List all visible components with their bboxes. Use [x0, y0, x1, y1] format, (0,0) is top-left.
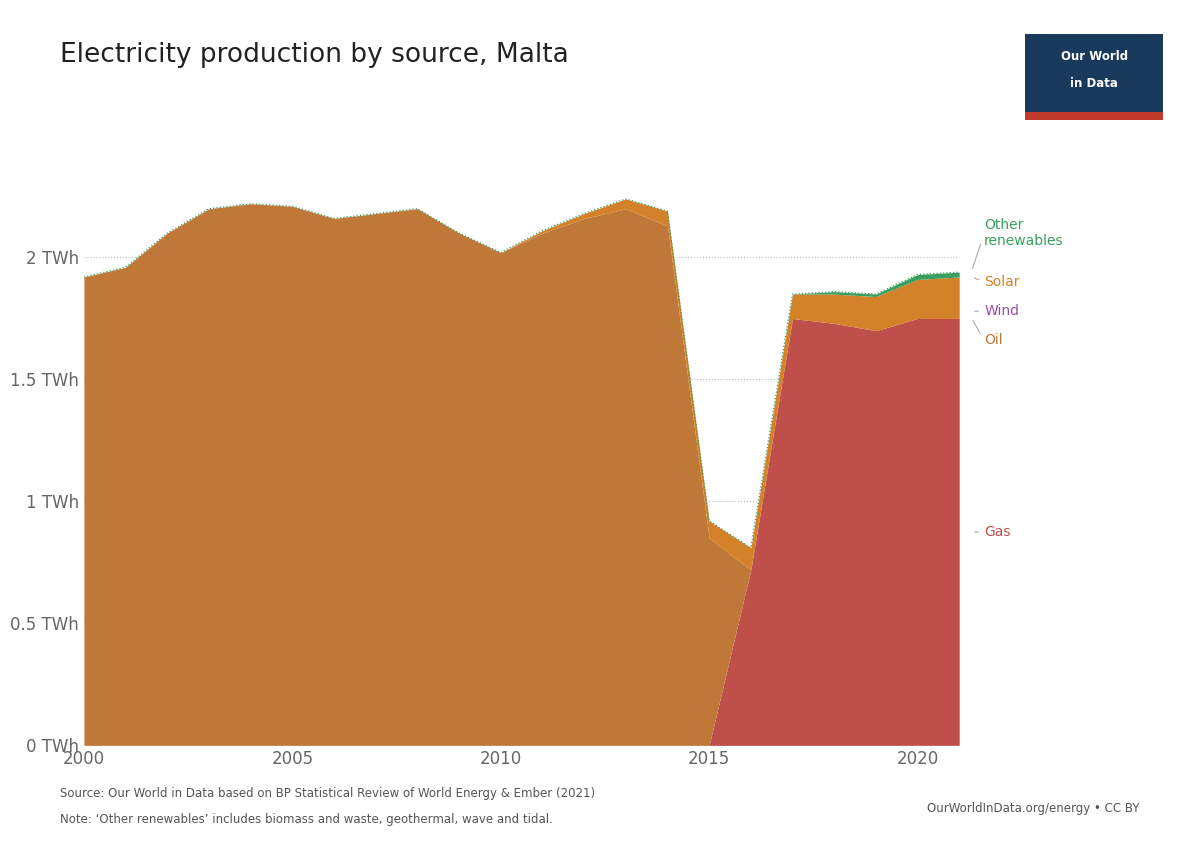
Text: Other
renewables: Other renewables	[972, 218, 1064, 268]
Text: Solar: Solar	[975, 275, 1019, 289]
Text: Gas: Gas	[975, 525, 1011, 539]
Text: Electricity production by source, Malta: Electricity production by source, Malta	[60, 42, 568, 69]
Text: in Data: in Data	[1071, 77, 1117, 91]
Text: Wind: Wind	[975, 304, 1019, 318]
Text: Oil: Oil	[974, 321, 1002, 347]
Text: Note: ‘Other renewables’ includes biomass and waste, geothermal, wave and tidal.: Note: ‘Other renewables’ includes biomas…	[60, 813, 553, 826]
Text: OurWorldInData.org/energy • CC BY: OurWorldInData.org/energy • CC BY	[927, 802, 1139, 815]
Text: Our World: Our World	[1061, 50, 1127, 63]
Text: Source: Our World in Data based on BP Statistical Review of World Energy & Ember: Source: Our World in Data based on BP St…	[60, 788, 595, 800]
